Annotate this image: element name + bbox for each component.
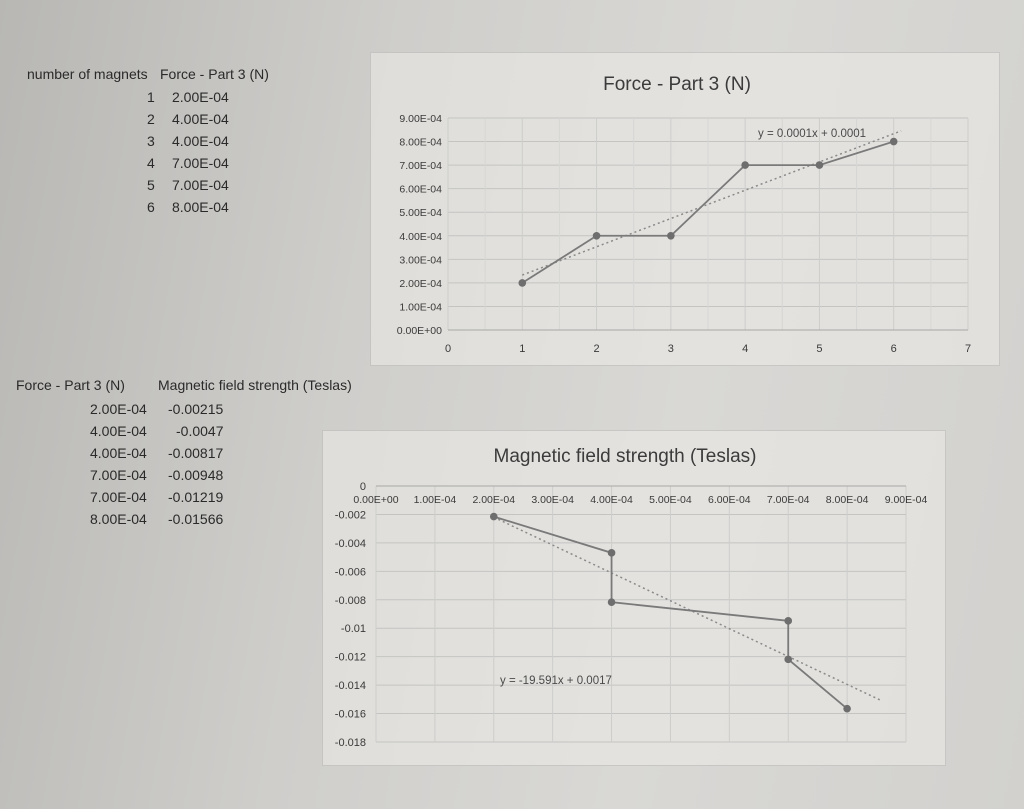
- y-tick-label: 8.00E-04: [399, 137, 442, 149]
- x-tick-label: 9.00E-04: [885, 494, 928, 506]
- y-tick-label: 4.00E-04: [399, 231, 442, 243]
- x-tick-label: 6: [891, 343, 897, 355]
- x-tick-label: 1.00E-04: [414, 494, 457, 506]
- x-tick-label: 4.00E-04: [590, 494, 633, 506]
- table2-cell: -0.00817: [168, 445, 224, 461]
- table1-cell: 6: [147, 199, 155, 215]
- y-tick-label: -0.006: [335, 566, 366, 578]
- table1-cell: 5: [147, 177, 155, 193]
- series-line: [493, 515, 848, 710]
- table2-cell: 2.00E-04: [90, 401, 147, 417]
- table1-header-magnets: number of magnets: [27, 66, 148, 82]
- table2-cell: -0.01566: [168, 511, 224, 527]
- y-tick-label: -0.008: [335, 595, 366, 607]
- table2-cell: -0.0047: [176, 423, 224, 439]
- table2-cell: 7.00E-04: [90, 489, 147, 505]
- table1-header-force: Force - Part 3 (N): [160, 66, 269, 82]
- data-point: [607, 549, 616, 557]
- x-tick-label: 0: [445, 343, 451, 355]
- y-tick-label: 0: [360, 481, 366, 493]
- x-tick-label: 8.00E-04: [826, 494, 869, 506]
- table1-cell: 8.00E-04: [172, 199, 229, 215]
- data-point: [815, 161, 824, 169]
- x-tick-label: 4: [742, 343, 748, 355]
- table2-cell: 4.00E-04: [90, 423, 147, 439]
- x-tick-label: 5: [816, 343, 822, 355]
- table1-cell: 2.00E-04: [172, 89, 229, 105]
- table2-cell: -0.00948: [168, 467, 224, 483]
- x-tick-label: 3.00E-04: [531, 494, 574, 506]
- table1-cell: 3: [147, 133, 155, 149]
- table1-cell: 1: [147, 89, 155, 105]
- chart-title: Magnetic field strength (Teslas): [494, 446, 757, 467]
- x-tick-label: 5.00E-04: [649, 494, 692, 506]
- data-point: [889, 137, 898, 146]
- data-point: [592, 231, 601, 240]
- y-tick-label: 9.00E-04: [399, 113, 442, 125]
- x-tick-label: 6.00E-04: [708, 494, 751, 506]
- y-tick-label: -0.018: [335, 737, 366, 749]
- data-point: [784, 617, 793, 625]
- y-tick-label: -0.01: [341, 623, 366, 635]
- y-tick-label: 0.00E+00: [397, 325, 442, 337]
- y-tick-label: 5.00E-04: [399, 207, 442, 219]
- table2-cell: 4.00E-04: [90, 445, 147, 461]
- y-tick-label: -0.002: [335, 509, 366, 521]
- y-tick-label: 3.00E-04: [399, 254, 442, 266]
- x-tick-label: 7.00E-04: [767, 494, 810, 506]
- table1-cell: 4: [147, 155, 155, 171]
- table1-cell: 7.00E-04: [172, 155, 229, 171]
- x-tick-label: 2: [594, 343, 600, 355]
- y-tick-label: 7.00E-04: [399, 160, 442, 172]
- y-tick-label: -0.004: [335, 538, 366, 550]
- series-line: [521, 140, 894, 284]
- data-point: [784, 655, 793, 664]
- trendline-equation: y = 0.0001x + 0.0001: [758, 128, 866, 140]
- y-tick-label: -0.016: [335, 709, 366, 721]
- trendline-equation: y = -19.591x + 0.0017: [500, 675, 612, 687]
- force-chart-panel: [370, 52, 1000, 366]
- data-point: [667, 231, 675, 240]
- table1-cell: 7.00E-04: [172, 177, 229, 193]
- table2-header-field: Magnetic field strength (Teslas): [158, 377, 352, 393]
- table2-cell: 8.00E-04: [90, 511, 147, 527]
- data-point: [489, 512, 498, 521]
- trendline: [493, 516, 883, 702]
- chart-title: Force - Part 3 (N): [603, 74, 751, 95]
- x-tick-label: 7: [965, 343, 971, 355]
- table1-cell: 4.00E-04: [172, 111, 229, 127]
- y-tick-label: -0.014: [335, 680, 366, 692]
- table2-cell: -0.01219: [168, 489, 224, 505]
- data-point: [518, 279, 527, 287]
- y-tick-label: 2.00E-04: [399, 278, 442, 290]
- y-tick-label: 6.00E-04: [399, 184, 442, 196]
- table2-header-force: Force - Part 3 (N): [16, 377, 125, 393]
- x-tick-label: 1: [519, 343, 525, 355]
- table2-cell: 7.00E-04: [90, 467, 147, 483]
- data-point: [741, 161, 749, 169]
- x-tick-label: 3: [668, 343, 674, 355]
- y-tick-label: 1.00E-04: [399, 301, 442, 313]
- table2-cell: -0.00215: [168, 401, 224, 417]
- y-tick-label: -0.012: [335, 652, 366, 664]
- data-point: [607, 598, 616, 606]
- x-tick-label: 0.00E+00: [353, 494, 398, 506]
- table1-cell: 4.00E-04: [172, 133, 229, 149]
- data-point: [843, 704, 851, 713]
- table1-cell: 2: [147, 111, 155, 127]
- x-tick-label: 2.00E-04: [472, 494, 515, 506]
